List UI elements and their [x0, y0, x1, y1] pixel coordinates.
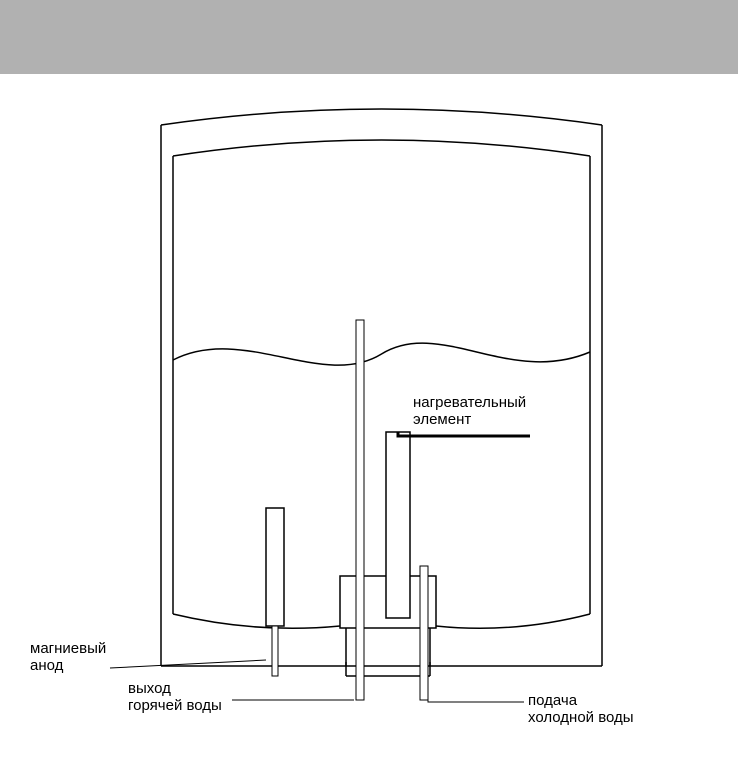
- water-heater-diagram: [0, 0, 738, 760]
- label-heating-element-1: нагревательный: [413, 394, 526, 411]
- label-cold-inlet-1: подача: [528, 692, 577, 709]
- label-cold-inlet-2: холодной воды: [528, 709, 634, 726]
- label-hot-outlet-1: выход: [128, 680, 171, 697]
- label-mg-anode-2: анод: [30, 657, 63, 674]
- label-hot-outlet-2: горячей воды: [128, 697, 222, 714]
- label-mg-anode-1: магниевый: [30, 640, 106, 657]
- label-heating-element-2: элемент: [413, 411, 471, 428]
